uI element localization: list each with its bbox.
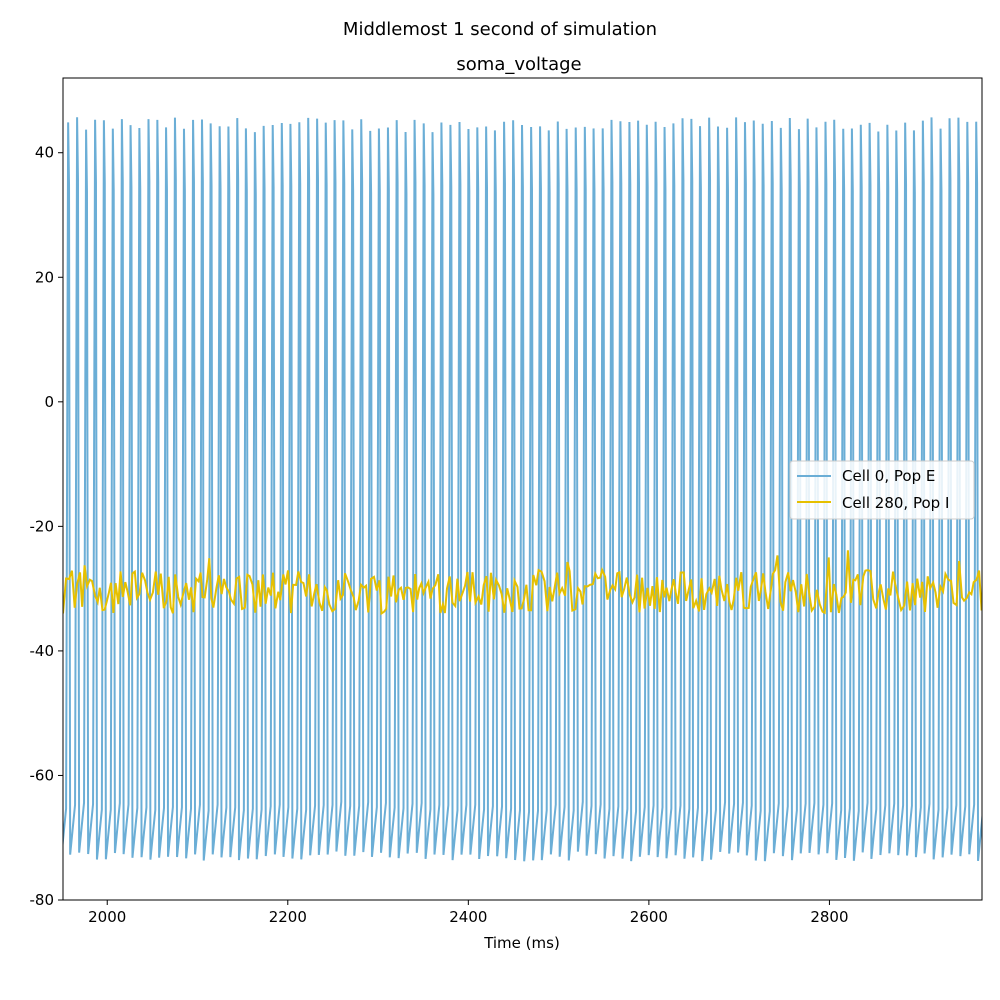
legend-box <box>789 460 975 520</box>
y-tick-label: 40 <box>35 144 54 162</box>
legend: Cell 0, Pop E Cell 280, Pop I <box>789 460 975 520</box>
series-line-cell-280 <box>63 550 982 616</box>
y-tick-label: -20 <box>30 517 55 535</box>
x-tick-label: 2400 <box>449 908 487 926</box>
y-tick-label: 0 <box>44 393 54 411</box>
x-axis: 2000 2200 2400 2600 2800 <box>88 900 849 926</box>
y-axis: -80 -60 -40 -20 0 20 40 <box>30 144 63 909</box>
x-tick-label: 2800 <box>810 908 848 926</box>
y-tick-label: -60 <box>30 766 55 784</box>
y-tick-label: 20 <box>35 268 54 286</box>
plot-area <box>62 77 983 901</box>
y-tick-label: -40 <box>30 642 55 660</box>
figure-suptitle: Middlemost 1 second of simulation <box>343 19 657 40</box>
x-tick-label: 2600 <box>630 908 668 926</box>
x-tick-label: 2000 <box>88 908 126 926</box>
plot-frame <box>62 77 983 901</box>
series-line-cell-0 <box>63 117 982 862</box>
legend-entry-cell-0: Cell 0, Pop E <box>842 467 935 485</box>
legend-entry-cell-280: Cell 280, Pop I <box>842 494 949 512</box>
x-tick-label: 2200 <box>269 908 307 926</box>
x-axis-label: Time (ms) <box>483 934 560 952</box>
y-tick-label: -80 <box>30 891 55 909</box>
series-layer <box>63 117 982 862</box>
chart-title: soma_voltage <box>456 54 581 75</box>
